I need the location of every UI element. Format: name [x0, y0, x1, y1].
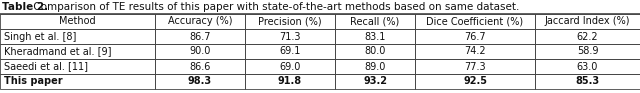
Text: Table 2.: Table 2.	[2, 3, 48, 12]
Bar	[245, 59, 335, 74]
Bar	[0, 59, 155, 74]
Bar	[0, 74, 155, 89]
Text: 89.0: 89.0	[364, 61, 386, 72]
Text: Jaccard Index (%): Jaccard Index (%)	[545, 16, 630, 27]
Bar	[155, 59, 245, 74]
Text: 76.7: 76.7	[464, 32, 486, 41]
Bar	[245, 44, 335, 59]
Text: 63.0: 63.0	[577, 61, 598, 72]
Text: 69.1: 69.1	[279, 46, 301, 57]
Text: Kheradmand et al. [9]: Kheradmand et al. [9]	[4, 46, 111, 57]
Bar	[335, 44, 415, 59]
Text: 92.5: 92.5	[463, 77, 487, 86]
Text: 86.6: 86.6	[189, 61, 211, 72]
Text: 98.3: 98.3	[188, 77, 212, 86]
Text: 69.0: 69.0	[279, 61, 301, 72]
Bar	[415, 44, 535, 59]
Text: Method: Method	[59, 16, 96, 27]
Bar	[155, 14, 245, 29]
Text: Comparison of TE results of this paper with state-of-the-art methods based on sa: Comparison of TE results of this paper w…	[30, 3, 520, 12]
Bar	[155, 44, 245, 59]
Text: 71.3: 71.3	[279, 32, 301, 41]
Bar	[245, 74, 335, 89]
Text: 93.2: 93.2	[363, 77, 387, 86]
Bar	[155, 29, 245, 44]
Text: 77.3: 77.3	[464, 61, 486, 72]
Text: 62.2: 62.2	[577, 32, 598, 41]
Text: Saeedi et al. [11]: Saeedi et al. [11]	[4, 61, 88, 72]
Text: 58.9: 58.9	[577, 46, 598, 57]
Text: 80.0: 80.0	[364, 46, 386, 57]
Text: Recall (%): Recall (%)	[350, 16, 399, 27]
Text: 86.7: 86.7	[189, 32, 211, 41]
Bar	[245, 14, 335, 29]
Bar	[245, 29, 335, 44]
Bar	[415, 29, 535, 44]
Bar	[535, 44, 640, 59]
Text: Singh et al. [8]: Singh et al. [8]	[4, 32, 76, 41]
Bar	[535, 14, 640, 29]
Bar	[0, 44, 155, 59]
Text: 83.1: 83.1	[364, 32, 386, 41]
Bar	[415, 74, 535, 89]
Text: Dice Coefficient (%): Dice Coefficient (%)	[426, 16, 524, 27]
Bar	[535, 29, 640, 44]
Bar	[335, 59, 415, 74]
Text: Accuracy (%): Accuracy (%)	[168, 16, 232, 27]
Bar	[535, 74, 640, 89]
Bar	[0, 14, 155, 29]
Text: Precision (%): Precision (%)	[258, 16, 322, 27]
Text: 91.8: 91.8	[278, 77, 302, 86]
Bar	[335, 14, 415, 29]
Bar	[415, 59, 535, 74]
Text: 74.2: 74.2	[464, 46, 486, 57]
Text: 90.0: 90.0	[189, 46, 211, 57]
Bar	[335, 29, 415, 44]
Text: 85.3: 85.3	[575, 77, 600, 86]
Bar	[0, 29, 155, 44]
Bar	[535, 59, 640, 74]
Bar	[415, 14, 535, 29]
Text: This paper: This paper	[4, 77, 63, 86]
Bar	[155, 74, 245, 89]
Bar	[335, 74, 415, 89]
